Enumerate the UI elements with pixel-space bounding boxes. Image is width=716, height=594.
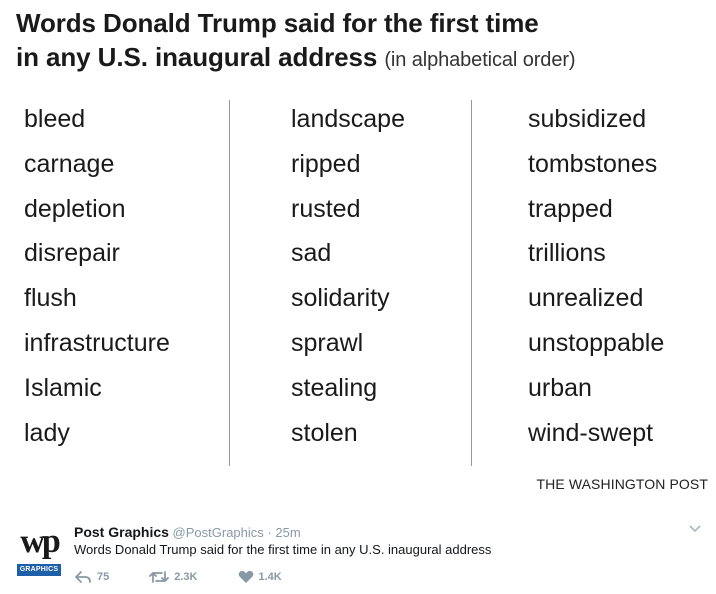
tweet-timestamp[interactable]: 25m [275,525,301,540]
word-item: carnage [24,149,115,178]
word-item: disrepair [24,239,120,268]
title-line-2: in any U.S. inaugural address (in alphab… [16,40,576,77]
chevron-down-icon[interactable] [688,524,702,534]
word-item: depletion [24,194,126,223]
word-item: stolen [291,418,358,447]
retweet-button[interactable]: 2.3K [149,570,198,584]
word-column-3: subsidized tombstones trapped trillions … [528,97,664,455]
reply-icon [75,571,91,583]
graphic-card: Words Donald Trump said for the first ti… [16,6,708,492]
reply-button[interactable]: 75 [74,570,109,584]
word-item: lady [24,418,70,447]
like-button[interactable]: 1.4K [238,570,282,584]
word-item: sprawl [291,328,364,357]
title-subtitle: (in alphabetical order) [384,49,576,71]
source-credit: THE WASHINGTON POST [536,476,708,492]
separator: · [267,525,272,540]
avatar[interactable]: wp GRAPHICS [16,523,62,576]
word-item: ripped [291,149,361,178]
word-item: tombstones [528,149,658,178]
graphics-badge: GRAPHICS [17,564,61,576]
word-item: landscape [291,105,405,133]
reply-count: 75 [97,571,110,583]
word-item: trillions [528,239,606,268]
word-item: Islamic [24,373,102,402]
retweet-icon [149,571,170,583]
heart-icon [238,570,253,583]
like-count: 1.4K [258,571,282,583]
title-line-1: Words Donald Trump said for the first ti… [16,8,539,38]
word-column-1: bleed carnage depletion disrepair flush … [24,97,170,455]
word-item: bleed [24,105,86,133]
tweet[interactable]: wp GRAPHICS Post Graphics @PostGraphics … [0,510,716,594]
retweet-count: 2.3K [174,571,198,583]
word-item: flush [24,284,77,313]
column-divider [229,100,230,466]
word-item: infrastructure [24,328,170,357]
word-item: unrealized [528,284,644,313]
word-column-2: landscape ripped rusted sad solidarity s… [291,97,405,455]
tweet-actions: 75 2.3K 1.4K [74,570,322,584]
wp-logo: wp [20,523,60,560]
word-item: stealing [291,373,378,402]
word-item: solidarity [291,284,390,313]
word-item: unstoppable [528,328,665,357]
word-item: subsidized [528,105,647,133]
word-item: wind-swept [528,418,654,447]
graphic-title: Words Donald Trump said for the first ti… [16,6,576,77]
tweet-header: Post Graphics @PostGraphics · 25m [74,524,301,540]
word-item: sad [291,239,332,268]
word-item: trapped [528,194,613,223]
word-item: rusted [291,194,361,223]
title-line-2-main: in any U.S. inaugural address [16,42,378,72]
author-name[interactable]: Post Graphics [74,524,169,540]
column-divider [471,100,472,466]
author-handle[interactable]: @PostGraphics [172,525,264,540]
tweet-text: Words Donald Trump said for the first ti… [74,542,492,557]
word-item: urban [528,373,592,402]
